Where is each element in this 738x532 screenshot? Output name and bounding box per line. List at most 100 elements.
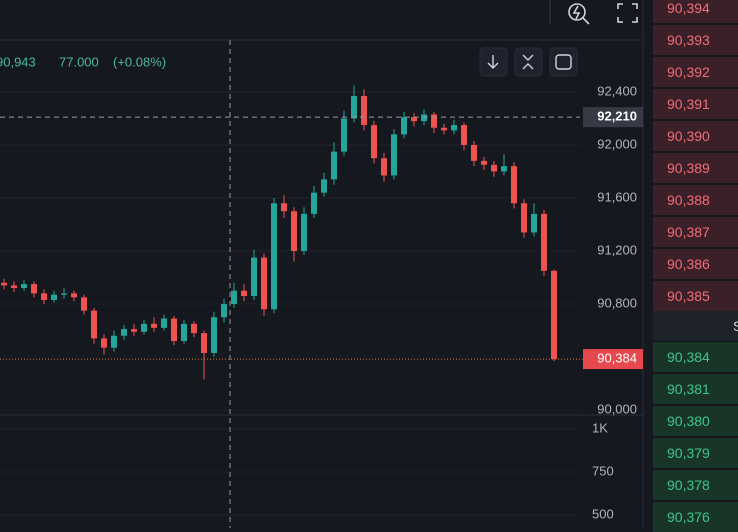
candle-body: [401, 117, 407, 135]
candle-body: [431, 114, 437, 128]
crosshair-label: 92,210: [597, 109, 637, 124]
candle-body: [481, 160, 487, 165]
candles: [1, 85, 557, 380]
fullscreen-icon[interactable]: [617, 3, 638, 23]
candle-body: [301, 213, 307, 251]
candle-body: [101, 338, 107, 348]
price-tick-label: 92,400: [597, 83, 637, 98]
ask-price[interactable]: 90,387: [653, 217, 738, 247]
candle-body: [61, 293, 67, 295]
candle-body: [201, 333, 207, 353]
ask-price[interactable]: 90,392: [653, 57, 738, 87]
candle-body: [71, 293, 77, 298]
candle-body: [351, 95, 357, 119]
last-price-label-bg: [583, 349, 643, 370]
volume-tick-label: 1K: [592, 420, 608, 435]
candle-body: [141, 323, 147, 332]
candle-body: [531, 213, 537, 233]
candle-body: [181, 323, 187, 342]
candle-body: [271, 203, 277, 310]
bid-price[interactable]: 90,379: [653, 438, 738, 468]
price-tick-label: 92,000: [597, 136, 637, 151]
overlay: 90,000 90,800 91,200 91,600 92,000 92,400 1K 75…: [0, 40, 643, 528]
candle-body: [421, 114, 427, 122]
spread-label: S: [653, 311, 738, 341]
candle-body: [391, 134, 397, 176]
last-price-label: 90,384: [597, 351, 637, 366]
candle-body: [511, 166, 517, 204]
candle-body: [501, 166, 507, 172]
price-tick-label: 90,800: [597, 295, 637, 310]
ask-price[interactable]: 90,389: [653, 153, 738, 183]
candle-body: [541, 213, 547, 271]
candle-body: [341, 118, 347, 152]
candle-body: [311, 192, 317, 214]
candle-body: [1, 282, 7, 286]
candle-body: [121, 329, 127, 336]
candle-body: [151, 323, 157, 328]
maximize-button[interactable]: [549, 47, 578, 77]
arrow-icon: [487, 55, 499, 69]
collapse-button[interactable]: [514, 47, 543, 77]
candle-body: [371, 125, 377, 159]
flash-icon[interactable]: [568, 3, 590, 25]
volume-tick-label: 750: [592, 463, 614, 478]
chart-background: [0, 0, 653, 528]
ask-price[interactable]: 90,390: [653, 121, 738, 151]
grid: [0, 91, 580, 516]
candle-body: [361, 95, 367, 126]
ask-price[interactable]: 90,391: [653, 89, 738, 119]
candle-body: [231, 290, 237, 304]
candle-body: [221, 303, 227, 318]
candle-body: [11, 285, 17, 289]
bid-price[interactable]: 90,384: [653, 342, 738, 372]
candle-body: [81, 297, 87, 311]
chart-buttons: [479, 47, 578, 77]
bid-price[interactable]: 90,378: [653, 470, 738, 500]
candle-body: [31, 284, 37, 294]
candle-body: [491, 164, 497, 172]
candle-body: [191, 323, 197, 334]
volume-tick-label: 500: [592, 506, 614, 521]
candle-body: [111, 335, 117, 348]
maximize-icon: [555, 54, 572, 70]
ask-price[interactable]: 90,388: [653, 185, 738, 215]
candle-body: [321, 179, 327, 193]
candle-body: [21, 284, 27, 289]
ask-price[interactable]: 90,385: [653, 281, 738, 311]
bid-price[interactable]: 90,380: [653, 406, 738, 436]
candle-body: [251, 257, 257, 297]
ask-price[interactable]: 90,386: [653, 249, 738, 279]
ask-price[interactable]: 90,393: [653, 25, 738, 55]
price-tick-label: 90,000: [597, 401, 637, 416]
chart-panel: 90,943 77.000 (+0.08%) 90,000 90,800 91,20…: [0, 0, 653, 528]
candle-body: [461, 125, 467, 145]
candle-body: [331, 151, 337, 180]
header-last: 90,943: [0, 54, 36, 69]
candle-body: [261, 257, 267, 310]
candle-body: [161, 318, 167, 328]
price-tick-label: 91,200: [597, 242, 637, 257]
candle-body: [551, 270, 557, 360]
candle-body: [131, 329, 137, 332]
candle-body: [471, 144, 477, 161]
candle-body: [211, 317, 217, 353]
bid-price[interactable]: 90,376: [653, 502, 738, 532]
candle-body: [171, 318, 177, 342]
candle-body: [441, 127, 447, 131]
candle-body: [381, 158, 387, 176]
candle-body: [281, 203, 287, 212]
ask-price[interactable]: 90,394: [653, 0, 738, 23]
candle-body: [51, 294, 57, 300]
candle-body: [41, 293, 47, 300]
candle-body: [411, 117, 417, 122]
candle-body: [241, 290, 247, 297]
crosshair-label-bg: [583, 107, 643, 128]
price-tick-label: 91,600: [597, 189, 637, 204]
candle-body: [291, 211, 297, 251]
header-change-pct: (+0.08%): [113, 54, 166, 69]
bid-price[interactable]: 90,381: [653, 374, 738, 404]
candle-body: [451, 125, 457, 131]
candle-body: [521, 203, 527, 233]
